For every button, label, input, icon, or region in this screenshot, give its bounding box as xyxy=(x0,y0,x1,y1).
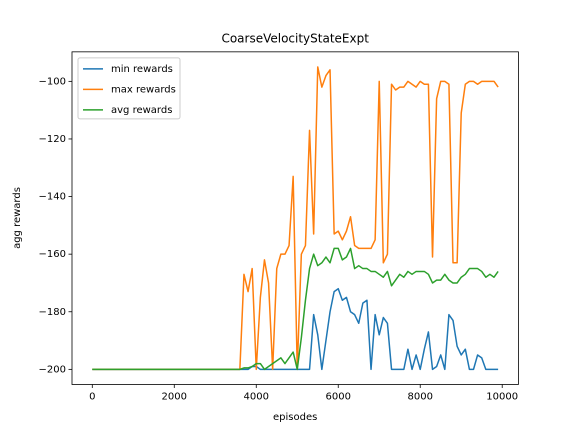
legend-label: min rewards xyxy=(111,64,173,75)
y-tick-label: −160 xyxy=(39,249,66,260)
x-tick-label: 2000 xyxy=(162,391,187,402)
x-tick-label: 10000 xyxy=(486,391,518,402)
y-tick-label: −100 xyxy=(39,76,66,87)
legend-label: max rewards xyxy=(111,84,176,95)
y-tick-label: −180 xyxy=(39,307,66,318)
y-axis-label: agg rewards xyxy=(12,187,23,249)
chart-title: CoarseVelocityStateExpt xyxy=(221,32,369,46)
x-tick-label: 0 xyxy=(89,391,95,402)
x-tick-label: 6000 xyxy=(326,391,351,402)
y-tick-label: −140 xyxy=(39,192,66,203)
legend-box xyxy=(77,57,181,120)
axes-frame xyxy=(71,51,519,385)
y-tick-label: −200 xyxy=(39,364,66,375)
x-tick-label: 4000 xyxy=(244,391,269,402)
y-tick-label: −120 xyxy=(39,134,66,145)
legend-label: avg rewards xyxy=(111,105,172,116)
data-line xyxy=(92,247,499,371)
x-tick-label: 8000 xyxy=(407,391,432,402)
x-axis-label: episodes xyxy=(273,412,317,423)
